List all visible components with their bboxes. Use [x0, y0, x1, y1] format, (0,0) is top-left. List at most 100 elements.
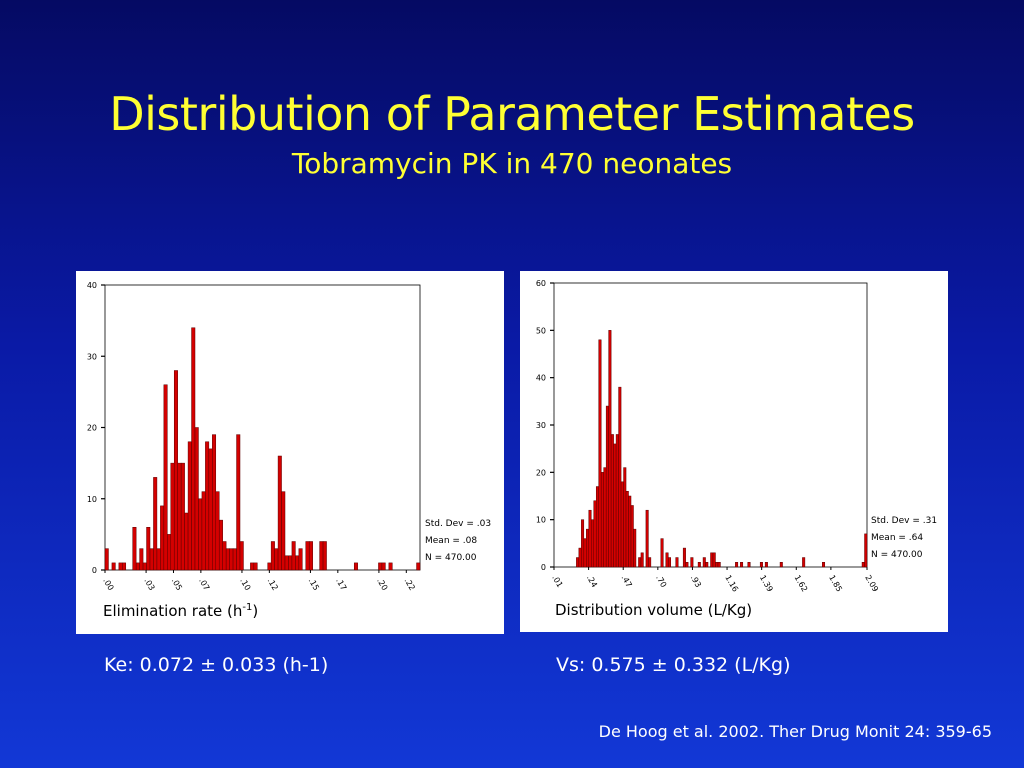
ke-bar — [253, 562, 258, 571]
vs-bar — [712, 552, 716, 568]
ke-bar — [222, 541, 227, 571]
vs-stat-stddev: Std. Dev = .31 — [871, 516, 938, 526]
vs-bar — [586, 528, 590, 568]
ke-bar — [149, 548, 154, 571]
ke-bar — [250, 562, 255, 571]
vs-bar — [618, 386, 622, 568]
ke-bar — [177, 462, 182, 571]
ke-xlabel-sup: -1 — [242, 602, 253, 613]
ke-bar — [215, 491, 220, 571]
vs-bar — [705, 562, 709, 568]
vs-xtick-label: .24 — [585, 574, 599, 590]
vs-bar — [623, 467, 627, 568]
ke-bar — [104, 548, 109, 571]
ke-bar — [173, 370, 178, 571]
ke-xlabel-text: Elimination rate (h — [103, 602, 243, 620]
vs-bar — [822, 562, 826, 568]
ke-bar — [274, 548, 279, 571]
ke-bar — [156, 548, 161, 571]
vs-xtick-label: 1.85 — [827, 574, 844, 594]
vs-bar — [735, 562, 739, 568]
vs-bar — [633, 528, 637, 568]
ke-bar — [218, 519, 223, 571]
vs-bar — [613, 443, 617, 568]
vs-bar — [593, 500, 597, 568]
ke-bar — [284, 555, 289, 571]
vs-bar — [595, 486, 599, 568]
ke-bar — [170, 462, 175, 571]
ke-stat-mean: Mean = .08 — [425, 536, 478, 546]
vs-ytick-label: 50 — [536, 326, 546, 335]
ke-bar — [416, 562, 421, 571]
vs-bar — [630, 505, 634, 568]
vs-ytick-label: 30 — [536, 421, 546, 430]
ke-bar — [194, 427, 199, 571]
vs-bar — [690, 557, 694, 568]
ke-xtick-label: .03 — [142, 577, 156, 593]
vs-bar — [802, 557, 806, 568]
vs-bar — [605, 405, 609, 568]
vs-bar — [675, 557, 679, 568]
vs-bar — [697, 562, 701, 568]
ke-bar — [111, 562, 116, 571]
ke-bar — [277, 455, 282, 571]
ke-bar — [180, 462, 185, 571]
ke-xtick-label: .12 — [266, 577, 280, 593]
ke-bar — [163, 384, 168, 571]
vs-stat-n: N = 470.00 — [871, 550, 923, 560]
ke-bar — [212, 434, 217, 571]
vs-bar — [588, 509, 592, 568]
ke-bar — [146, 527, 151, 571]
vs-bar — [682, 547, 686, 568]
vs-bar — [759, 562, 763, 568]
ke-summary: Ke: 0.072 ± 0.033 (h-1) — [104, 654, 329, 676]
ke-xlabel-close: ) — [252, 602, 259, 620]
vs-ytick-label: 0 — [541, 563, 546, 572]
ke-bar — [322, 541, 327, 571]
ke-xtick-label: .20 — [375, 577, 389, 593]
vs-stat-mean: Mean = .64 — [871, 533, 924, 543]
ke-bar — [122, 562, 127, 571]
ke-bar — [229, 548, 234, 571]
ke-bar — [378, 562, 383, 571]
ke-bar — [308, 541, 313, 571]
ke-bar — [225, 548, 230, 571]
ke-histogram-panel: 0 10 20 30 40.00.03.05.07.10.12.15.17.20.22 … — [76, 271, 504, 634]
ke-bar — [205, 441, 210, 571]
vs-bar — [715, 562, 719, 568]
vs-xtick-label: 1.62 — [793, 574, 810, 594]
vs-bar — [710, 552, 714, 568]
vs-bar — [640, 552, 644, 568]
vs-xlabel: Distribution volume (L/Kg) — [555, 601, 753, 619]
ke-xtick-label: .07 — [197, 577, 211, 593]
ke-bar — [381, 562, 386, 571]
vs-bar — [603, 467, 607, 568]
ke-xtick-label: .10 — [238, 577, 252, 593]
vs-bar — [625, 491, 629, 568]
vs-ytick-label: 60 — [536, 279, 546, 288]
ke-stat-stddev: Std. Dev = .03 — [425, 519, 492, 529]
ke-ytick-label: 20 — [87, 424, 97, 433]
ke-bar — [191, 327, 196, 571]
vs-bar — [591, 519, 594, 568]
vs-bar — [740, 562, 744, 568]
vs-bar — [645, 509, 649, 568]
ke-bar — [208, 448, 213, 571]
vs-ytick-label: 20 — [536, 468, 546, 477]
ke-bar — [160, 505, 165, 571]
slide-subtitle: Tobramycin PK in 470 neonates — [291, 147, 733, 180]
vs-bar — [576, 557, 580, 568]
ke-bar — [132, 527, 137, 571]
vs-bar — [610, 434, 614, 568]
vs-bar — [608, 330, 612, 568]
ke-bar — [267, 562, 272, 571]
ke-xtick-label: .00 — [101, 577, 115, 593]
ke-ytick-label: 40 — [87, 281, 97, 290]
slide-title: Distribution of Parameter Estimates — [109, 87, 915, 141]
ke-ytick-label: 0 — [92, 566, 97, 575]
ke-bar — [167, 534, 172, 571]
vs-bar — [665, 552, 669, 568]
ke-histogram: 0 10 20 30 40 .00 .03 .05 .07 .10 .12 .15 .17 .20 .22 — [87, 281, 421, 593]
ke-bar — [184, 512, 189, 571]
ke-bar — [139, 548, 144, 571]
